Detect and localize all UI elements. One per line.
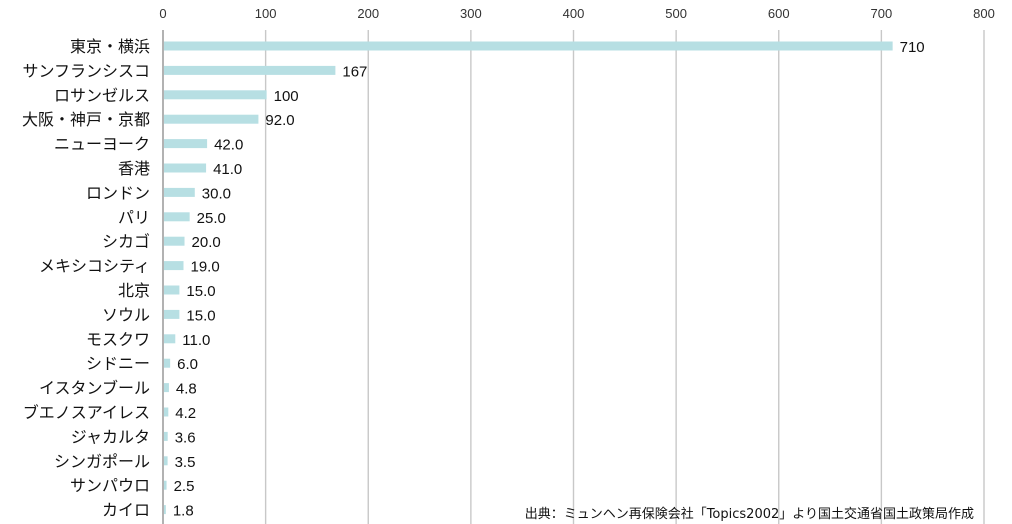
- bar: [164, 431, 168, 441]
- data-label: 2.5: [174, 478, 195, 495]
- source-note: 出典：ミュンヘン再保険会社「Topics2002」より国土交通省国土政策局作成: [524, 507, 974, 522]
- bar: [164, 163, 207, 173]
- category-label: ロサンゼルス: [54, 86, 150, 105]
- bar: [164, 383, 169, 393]
- bar: [164, 139, 208, 149]
- bar: [164, 90, 267, 100]
- bar: [164, 334, 176, 344]
- bar: [164, 456, 168, 466]
- x-tick-label: 100: [255, 6, 277, 21]
- bar: [164, 407, 169, 417]
- x-tick-label: 600: [768, 6, 790, 21]
- category-label: ニューヨーク: [54, 135, 150, 154]
- category-label: パリ: [118, 208, 150, 227]
- data-label: 41.0: [213, 161, 242, 178]
- category-label: モスクワ: [86, 330, 150, 349]
- data-label: 15.0: [186, 307, 215, 324]
- category-label: シカゴ: [102, 232, 150, 251]
- category-label: ロンドン: [86, 183, 150, 202]
- bar: [164, 309, 180, 319]
- data-label: 15.0: [186, 283, 215, 300]
- bar: [164, 480, 167, 490]
- bar: [164, 187, 195, 197]
- data-label: 1.8: [173, 503, 194, 520]
- data-label: 6.0: [177, 356, 198, 373]
- data-label: 3.6: [175, 429, 196, 446]
- category-label: 東京・横浜: [70, 37, 150, 56]
- bar: [164, 285, 180, 295]
- category-label: シドニー: [86, 354, 150, 373]
- category-label: 香港: [118, 159, 150, 178]
- data-label: 25.0: [197, 210, 226, 227]
- data-label: 30.0: [202, 185, 231, 202]
- bar: [164, 41, 893, 51]
- bar: [164, 358, 171, 368]
- x-tick-label: 300: [460, 6, 482, 21]
- bar: [164, 114, 259, 124]
- x-tick-label: 800: [973, 6, 995, 21]
- category-label: ジャカルタ: [71, 427, 150, 446]
- category-label: ブエノスアイレス: [23, 403, 150, 422]
- category-label: サンフランシスコ: [22, 61, 150, 80]
- category-label: カイロ: [102, 501, 150, 520]
- category-label: シンガポール: [54, 452, 150, 471]
- data-label: 4.8: [176, 381, 197, 398]
- x-tick-label: 400: [563, 6, 585, 21]
- data-label: 4.2: [175, 405, 196, 422]
- x-tick-label: 500: [665, 6, 687, 21]
- category-label: ソウル: [102, 305, 150, 324]
- data-label: 20.0: [192, 234, 221, 251]
- x-tick-label: 700: [871, 6, 893, 21]
- bar: [164, 236, 185, 246]
- data-label: 92.0: [265, 112, 294, 129]
- category-label: 北京: [118, 281, 150, 300]
- bar: [164, 261, 184, 271]
- data-label: 3.5: [175, 454, 196, 471]
- data-label: 11.0: [182, 332, 210, 349]
- category-label: サンパウロ: [70, 476, 150, 495]
- data-label: 19.0: [190, 259, 219, 276]
- data-label: 167: [342, 63, 367, 80]
- data-label: 710: [900, 39, 925, 56]
- data-label: 100: [274, 88, 299, 105]
- category-label: メキシコシティ: [39, 257, 150, 276]
- x-tick-label: 200: [357, 6, 379, 21]
- category-label: 大阪・神戸・京都: [22, 110, 150, 129]
- bar: [164, 505, 166, 515]
- category-label: イスタンブール: [39, 379, 150, 398]
- x-tick-label: 0: [159, 6, 166, 21]
- bar: [164, 65, 336, 75]
- bar: [164, 212, 190, 222]
- data-label: 42.0: [214, 137, 243, 154]
